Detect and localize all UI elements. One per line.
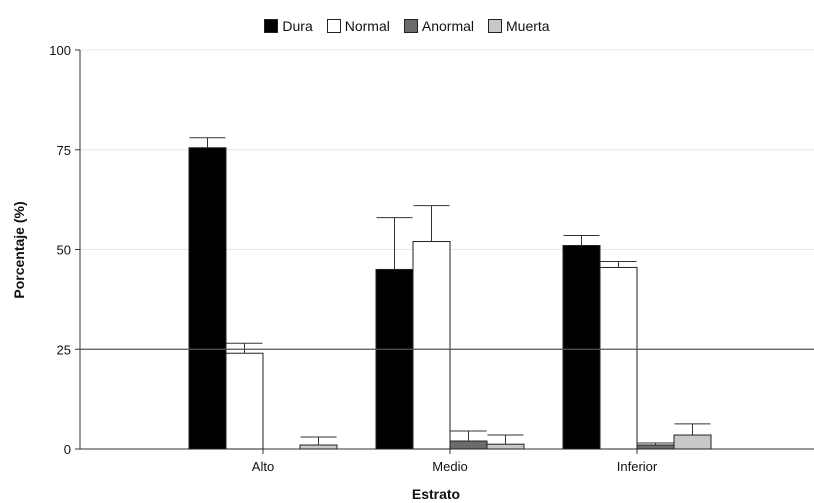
legend-swatch-dura — [264, 19, 279, 33]
legend-item-anormal: Anormal — [403, 18, 475, 34]
bar-dura-medio — [375, 268, 414, 450]
bar-muerta-alto — [299, 444, 338, 450]
bar-muerta-medio — [486, 443, 525, 450]
legend-swatch-muerta — [488, 19, 503, 33]
y-tick-label-3: 75 — [57, 143, 71, 158]
x-tick-label-1: Medio — [432, 459, 467, 474]
legend-label-normal: Normal — [344, 18, 390, 34]
y-tick-label-1: 25 — [57, 342, 71, 357]
bar-normal-medio — [412, 241, 451, 450]
legend-item-normal: Normal — [326, 18, 390, 34]
y-tick-label-0: 0 — [64, 442, 71, 457]
x-tick-label-0: Alto — [252, 459, 274, 474]
bar-anormal-inferior — [636, 444, 675, 450]
bar-dura-alto — [188, 147, 227, 450]
legend-item-muerta: Muerta — [488, 18, 550, 34]
x-axis-title: Estrato — [412, 486, 460, 502]
legend-swatch-anormal — [403, 19, 418, 33]
y-tick-label-4: 100 — [49, 43, 71, 58]
bar-muerta-inferior — [673, 434, 712, 450]
y-tick-label-2: 50 — [57, 243, 71, 258]
legend: Dura Normal Anormal Muerta — [0, 14, 814, 38]
legend-label-muerta: Muerta — [506, 18, 550, 34]
bar-normal-alto — [225, 352, 264, 450]
legend-swatch-normal — [326, 19, 341, 33]
legend-label-anormal: Anormal — [421, 18, 475, 34]
legend-item-dura: Dura — [264, 18, 313, 34]
x-tick-label-2: Inferior — [617, 459, 658, 474]
legend-label-dura: Dura — [282, 18, 313, 34]
y-axis-title: Porcentaje (%) — [11, 201, 27, 298]
bar-normal-inferior — [599, 266, 638, 450]
bar-dura-inferior — [562, 245, 601, 450]
bar-anormal-medio — [449, 440, 488, 450]
